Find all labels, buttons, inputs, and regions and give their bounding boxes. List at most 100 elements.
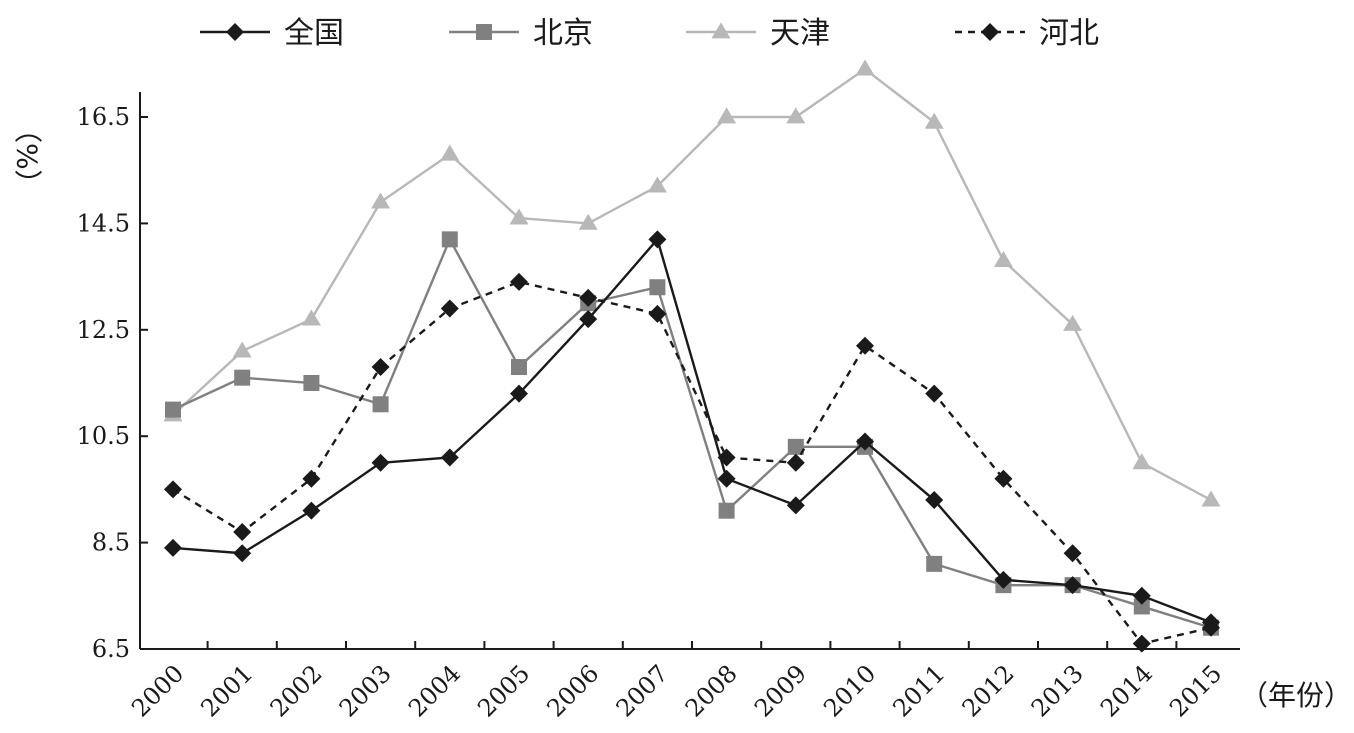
data-point: [579, 288, 598, 307]
x-tick-label: 2014: [1095, 659, 1158, 722]
data-point: [924, 112, 944, 129]
legend-item-1: 全国: [200, 16, 344, 51]
data-point: [233, 544, 252, 563]
data-point: [302, 469, 321, 488]
x-axis-label: （年份）: [1240, 679, 1352, 712]
data-point: [994, 570, 1013, 589]
data-point: [164, 480, 182, 499]
data-point: [441, 231, 458, 248]
legend-marker: [711, 22, 731, 39]
x-tick-label: 2010: [818, 659, 881, 722]
data-point: [787, 438, 804, 455]
data-point: [440, 299, 459, 318]
data-point: [717, 107, 737, 124]
legend: 全国 北京 天津 河北: [200, 16, 1099, 51]
data-point: [925, 384, 944, 403]
x-tick-label: 2008: [680, 659, 743, 722]
data-point: [1202, 613, 1220, 632]
series-2: [165, 231, 1219, 636]
data-point: [372, 396, 389, 413]
data-point: [371, 453, 390, 472]
x-tick-label: 2006: [541, 659, 604, 722]
x-tick-label: 2009: [749, 659, 812, 722]
legend-label: 全国: [284, 16, 344, 51]
legend-label: 天津: [770, 16, 830, 51]
y-tick-label: 8.5: [92, 529, 130, 557]
series-3: [163, 59, 1221, 507]
data-point: [164, 538, 182, 557]
data-point: [303, 375, 320, 391]
x-tick-label: 2002: [265, 659, 328, 722]
x-tick-label: 2000: [126, 659, 189, 722]
y-tick-label: 16.5: [77, 103, 130, 131]
x-tick-label: 2015: [1164, 659, 1227, 722]
series-line: [172, 236, 1212, 624]
data-point: [1063, 576, 1082, 595]
data-point: [233, 522, 252, 541]
series-line: [172, 236, 1212, 629]
data-point: [579, 310, 598, 329]
data-point: [1133, 598, 1150, 615]
data-point: [1132, 586, 1151, 605]
x-tick-label: 2004: [403, 659, 466, 722]
data-point: [993, 251, 1013, 268]
legend-label: 北京: [533, 16, 593, 51]
data-point: [371, 358, 390, 377]
data-point: [856, 336, 874, 355]
data-point: [1132, 453, 1152, 470]
y-tick-label: 14.5: [77, 209, 130, 237]
data-point: [511, 359, 527, 376]
series-layer: [163, 59, 1221, 653]
y-tick-label: 12.5: [77, 316, 130, 344]
data-point: [786, 453, 805, 472]
y-tick-label: 6.5: [92, 635, 130, 663]
data-point: [855, 59, 875, 76]
data-point: [440, 144, 460, 161]
legend-marker: [226, 23, 244, 41]
series-line: [172, 67, 1212, 502]
x-tick-label: 2007: [611, 659, 674, 722]
x-tick-label: 2013: [1026, 659, 1089, 722]
data-point: [1201, 490, 1221, 507]
series-4: [164, 272, 1220, 653]
series-line: [172, 280, 1212, 646]
data-point: [234, 369, 251, 386]
legend-marker: [476, 24, 492, 40]
data-point: [786, 496, 805, 515]
x-tick-label: 2011: [887, 659, 950, 722]
data-point: [1063, 544, 1082, 563]
legend-marker: [981, 23, 999, 41]
data-point: [301, 309, 321, 326]
x-tick-label: 2012: [957, 659, 1020, 722]
data-point: [926, 555, 943, 572]
data-point: [578, 213, 598, 230]
legend-item-3: 天津: [686, 16, 830, 51]
data-point: [371, 192, 391, 209]
x-tick-label: 2005: [472, 659, 535, 722]
legend-label: 河北: [1039, 16, 1099, 51]
data-point: [647, 176, 667, 193]
series-1: [164, 230, 1220, 632]
y-tick-label: 10.5: [77, 422, 130, 450]
data-point: [1063, 314, 1083, 331]
data-point: [302, 501, 321, 520]
x-tick-label: 2001: [195, 659, 258, 722]
data-point: [648, 230, 667, 249]
data-point: [856, 432, 874, 451]
data-point: [1132, 634, 1151, 653]
data-point: [718, 502, 735, 519]
data-point: [994, 469, 1013, 488]
data-point: [510, 384, 528, 403]
data-point: [165, 401, 181, 418]
data-point: [925, 491, 944, 510]
legend-item-4: 河北: [955, 16, 1099, 51]
data-point: [648, 304, 667, 323]
data-point: [510, 272, 528, 291]
data-point: [649, 279, 666, 296]
data-point: [509, 208, 529, 225]
legend-item-2: 北京: [449, 16, 593, 51]
y-axis-label: （%）: [11, 115, 44, 198]
data-point: [717, 469, 736, 488]
